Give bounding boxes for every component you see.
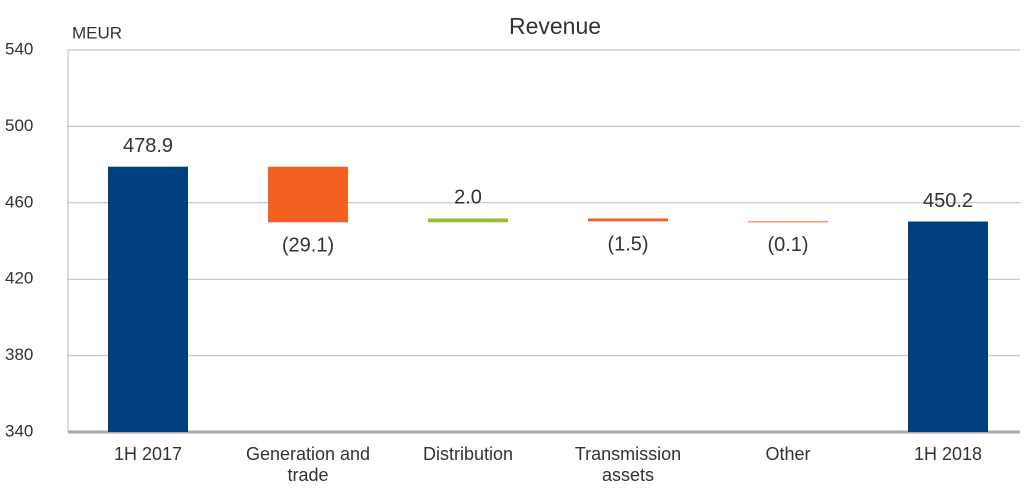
bar xyxy=(908,221,988,432)
bar xyxy=(428,218,508,223)
x-tick-label: Other xyxy=(765,444,811,464)
value-label: (29.1) xyxy=(282,235,334,257)
value-label: (0.1) xyxy=(767,234,808,256)
value-label: 478.9 xyxy=(123,135,173,157)
chart-title: Revenue xyxy=(509,13,601,39)
x-tick-label-box: 1H 2017 xyxy=(113,444,183,464)
x-tick-label-box: Other xyxy=(765,444,811,464)
x-tick-label-box: 1H 2018 xyxy=(913,444,983,464)
x-tick-label: 1H 2018 xyxy=(913,444,983,464)
y-axis-label: MEUR xyxy=(72,23,122,42)
value-label: 450.2 xyxy=(923,190,973,212)
bar xyxy=(268,166,348,223)
value-label: 2.0 xyxy=(454,187,482,209)
bar xyxy=(108,166,188,433)
x-tick-label-box: Transmission assets xyxy=(574,444,682,485)
y-tick-label: 420 xyxy=(5,269,33,288)
bar xyxy=(748,221,828,223)
bar xyxy=(588,218,668,222)
y-tick-label: 540 xyxy=(5,39,33,58)
y-tick-label: 380 xyxy=(5,345,33,364)
x-tick-label: 1H 2017 xyxy=(113,444,183,464)
x-tick-label: Distribution xyxy=(422,444,514,464)
y-tick-label: 500 xyxy=(5,116,33,135)
y-tick-label: 460 xyxy=(5,192,33,211)
y-tick-label: 340 xyxy=(5,421,33,440)
x-tick-label: Transmission assets xyxy=(574,444,682,485)
x-tick-label-box: Distribution xyxy=(422,444,514,464)
x-tick-label-box: Generation and trade xyxy=(245,444,371,485)
value-label: (1.5) xyxy=(607,234,648,256)
x-tick-label: Generation and trade xyxy=(245,444,371,485)
